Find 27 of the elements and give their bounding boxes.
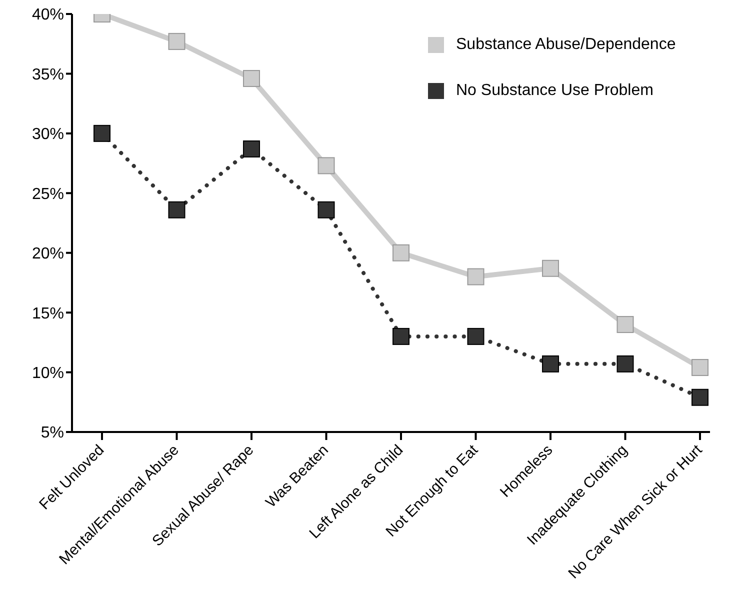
- point: [542, 355, 559, 372]
- point: [243, 70, 260, 87]
- point: [318, 157, 335, 174]
- y-tick-label: 5%: [40, 424, 64, 442]
- point: [392, 244, 410, 262]
- y-tick-label: 20%: [32, 246, 64, 263]
- point: [616, 355, 634, 372]
- y-tick-label: 35%: [32, 66, 64, 84]
- y-tick-label: 15%: [32, 305, 64, 322]
- point: [467, 328, 484, 345]
- y-tick-label: 10%: [32, 364, 64, 382]
- point: [94, 124, 110, 142]
- point: [467, 268, 484, 286]
- legend-label: Substance Abuse/Dependence: [456, 36, 676, 53]
- y-tick-label: 25%: [32, 186, 64, 203]
- point: [318, 201, 335, 218]
- point: [692, 388, 708, 406]
- legend-label: No Substance Use Problem: [456, 82, 654, 99]
- point: [392, 328, 410, 345]
- point: [243, 140, 260, 158]
- y-tick-label: 40%: [32, 6, 64, 24]
- point: [168, 32, 186, 50]
- point: [542, 260, 559, 277]
- point: [168, 201, 186, 218]
- point: [616, 316, 634, 334]
- point: [692, 359, 708, 376]
- y-tick-label: 30%: [32, 126, 64, 144]
